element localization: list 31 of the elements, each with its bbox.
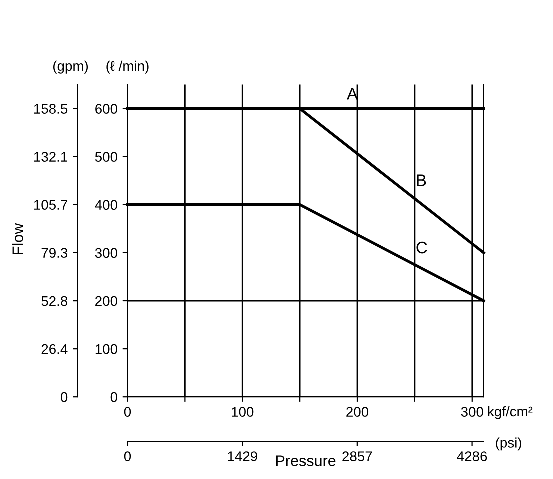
series-label: C bbox=[416, 242, 428, 254]
x-tick-label: 0 bbox=[124, 407, 132, 418]
y-tick-label: 52.8 bbox=[42, 296, 68, 306]
x2-tick-label: 1429 bbox=[228, 452, 258, 462]
x-tick-label: 100 bbox=[232, 407, 254, 418]
series-label: A bbox=[347, 88, 358, 100]
y2-axis-title: (ℓ /min) bbox=[106, 60, 149, 74]
y-tick-label: 26.4 bbox=[42, 344, 68, 354]
x2-tick-label: 4286 bbox=[457, 452, 488, 462]
text: Flow bbox=[12, 223, 24, 254]
y2-tick-label: 300 bbox=[95, 248, 118, 258]
x2-tick-label: 0 bbox=[124, 452, 132, 462]
x2-axis-title: (psi) bbox=[496, 438, 522, 451]
y2-tick-label: 0 bbox=[110, 392, 118, 402]
y-tick-label: 0 bbox=[60, 392, 68, 402]
text: Pressure bbox=[276, 456, 336, 466]
y2-tick-label: 400 bbox=[95, 200, 118, 210]
y-tick-label: 79.3 bbox=[42, 248, 68, 258]
y2-tick-label: 100 bbox=[96, 344, 118, 354]
y-tick-label: 132.1 bbox=[34, 152, 68, 162]
y2-tick-label: 600 bbox=[96, 104, 118, 114]
x-tick-label: 200 bbox=[346, 407, 369, 418]
x-tick-label: 300 bbox=[461, 407, 484, 418]
y-axis-title: (gpm) bbox=[53, 60, 88, 74]
x2-tick-label: 2857 bbox=[342, 452, 372, 462]
series-label: B bbox=[417, 174, 426, 186]
y-tick-label: 158.5 bbox=[34, 104, 68, 114]
y-tick-label: 105.7 bbox=[34, 200, 68, 210]
y2-tick-label: 500 bbox=[95, 152, 118, 162]
x-axis-title: kgf/cm² bbox=[488, 406, 533, 420]
y2-tick-label: 200 bbox=[96, 296, 118, 306]
